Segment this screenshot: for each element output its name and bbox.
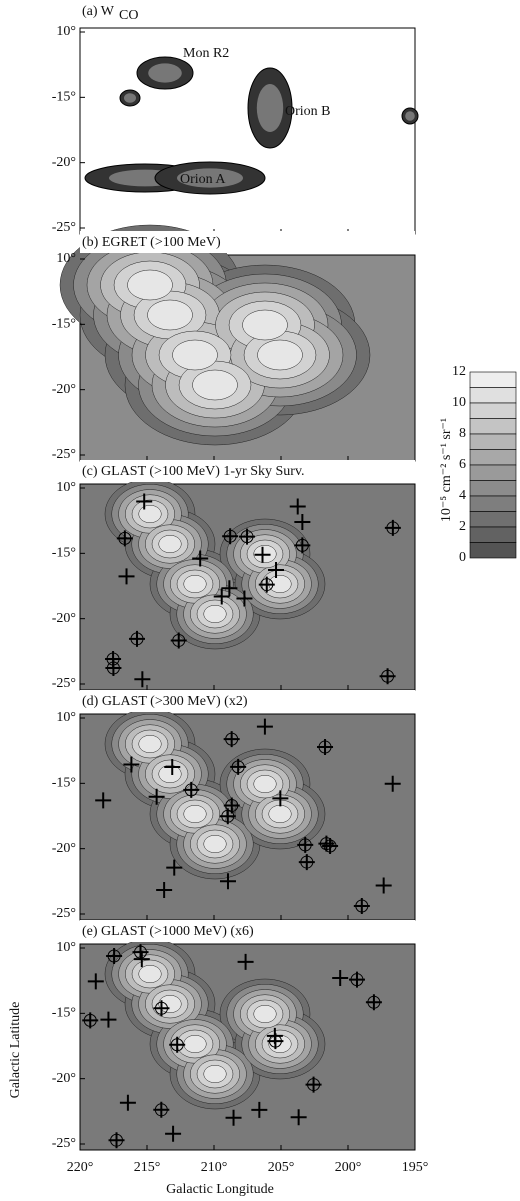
panel-title: (d) GLAST (>300 MeV) (x2) (82, 694, 248, 709)
y-tick-label: 10° (56, 710, 76, 725)
panel: Mon R2 Orion B Orion A (a) W CO 10° -15° -20° -2… (52, 4, 418, 235)
panel-title: (b) EGRET (>100 MeV) (82, 235, 221, 250)
colorbar-swatch (470, 450, 516, 466)
colorbar-tick-label: 0 (459, 550, 466, 565)
y-tick-label: 10° (56, 24, 76, 39)
contour (254, 1005, 277, 1023)
colorbar-swatch (470, 434, 516, 450)
y-tick-label: 10° (56, 480, 76, 495)
colorbar-label: 10⁻⁵ cm⁻² s⁻¹ sr⁻¹ (439, 418, 454, 522)
x-axis-label: Galactic Longitude (166, 1182, 274, 1197)
y-axis-label: Galactic Latitude (8, 1002, 23, 1099)
colorbar-swatch (470, 512, 516, 528)
y-tick-label: -20° (52, 155, 76, 170)
contour (258, 340, 303, 370)
colorbar-swatch (470, 403, 516, 419)
contour (193, 370, 238, 400)
panel-title: (e) GLAST (>1000 MeV) (x6) (82, 924, 254, 939)
colorbar-swatch (470, 465, 516, 481)
y-tick-label: -25° (52, 220, 76, 235)
colorbar-swatch (470, 372, 516, 388)
x-tick-label: 195° (402, 1160, 429, 1175)
figure: Galactic Longitude Galactic Latitude 10⁻… (0, 0, 520, 1201)
y-tick-label: -15° (52, 546, 76, 561)
y-tick-label: -20° (52, 1071, 76, 1086)
colorbar-tick-label: 6 (459, 457, 466, 472)
y-tick-label: -20° (52, 841, 76, 856)
cloud-core (124, 93, 136, 103)
contour (159, 535, 182, 553)
panel: (c) GLAST (>100 MeV) 1-yr Sky Surv. 10° -1… (52, 460, 415, 691)
colorbar-swatch (470, 543, 516, 559)
contour (148, 300, 193, 330)
panel-title: (a) W (82, 4, 115, 19)
colorbar-tick-label: 12 (452, 364, 466, 379)
y-tick-label: -20° (52, 611, 76, 626)
y-tick-label: -20° (52, 382, 76, 397)
colorbar-tick-label: 4 (459, 488, 466, 503)
contour (184, 575, 207, 593)
cloud-core (257, 84, 283, 132)
contour (204, 605, 227, 623)
contour (139, 505, 162, 523)
x-tick-label: 200° (335, 1160, 362, 1175)
contour (269, 805, 292, 823)
contour (139, 965, 162, 983)
cloud-core (148, 63, 182, 82)
y-tick-label: -25° (52, 676, 76, 691)
colorbar-tick-label: 10 (452, 395, 466, 410)
contour (204, 835, 227, 853)
annotation: Orion B (285, 104, 331, 119)
colorbar-swatch (470, 481, 516, 497)
x-tick-label: 215° (134, 1160, 161, 1175)
contour (128, 270, 173, 300)
panel: (d) GLAST (>300 MeV) (x2) 10° -15° -20° -25° (52, 690, 415, 921)
y-tick-label: -15° (52, 776, 76, 791)
contour (139, 735, 162, 753)
x-tick-label: 210° (201, 1160, 228, 1175)
y-tick-label: -25° (52, 1136, 76, 1151)
annotation: Orion A (180, 172, 226, 187)
contour (204, 1065, 227, 1083)
y-tick-label: -15° (52, 317, 76, 332)
y-tick-label: 10° (56, 940, 76, 955)
y-tick-label: -25° (52, 447, 76, 462)
panel-title-sub: CO (119, 8, 138, 23)
panel-title: (c) GLAST (>100 MeV) 1-yr Sky Surv. (82, 464, 305, 479)
colorbar-swatch (470, 388, 516, 404)
panel: (e) GLAST (>1000 MeV) (x6) 10° -15° -20° -25… (52, 920, 415, 1151)
y-tick-label: -15° (52, 90, 76, 105)
contour (184, 1035, 207, 1053)
contour (173, 340, 218, 370)
y-tick-label: 10° (56, 251, 76, 266)
annotation: Mon R2 (183, 46, 229, 61)
x-tick-label: 205° (268, 1160, 295, 1175)
y-tick-label: -15° (52, 1006, 76, 1021)
contour (254, 775, 277, 793)
map-background (80, 28, 415, 234)
colorbar-swatch (470, 527, 516, 543)
colorbar-tick-label: 8 (459, 426, 466, 441)
colorbar-tick-label: 2 (459, 519, 466, 534)
cloud-core (405, 111, 415, 121)
contour (184, 805, 207, 823)
colorbar-swatch (470, 419, 516, 435)
panel: (b) EGRET (>100 MeV) 10° -15° -20° -25° (52, 225, 415, 462)
y-tick-label: -25° (52, 906, 76, 921)
colorbar-swatch (470, 496, 516, 512)
x-tick-label: 220° (67, 1160, 94, 1175)
contour (243, 310, 288, 340)
